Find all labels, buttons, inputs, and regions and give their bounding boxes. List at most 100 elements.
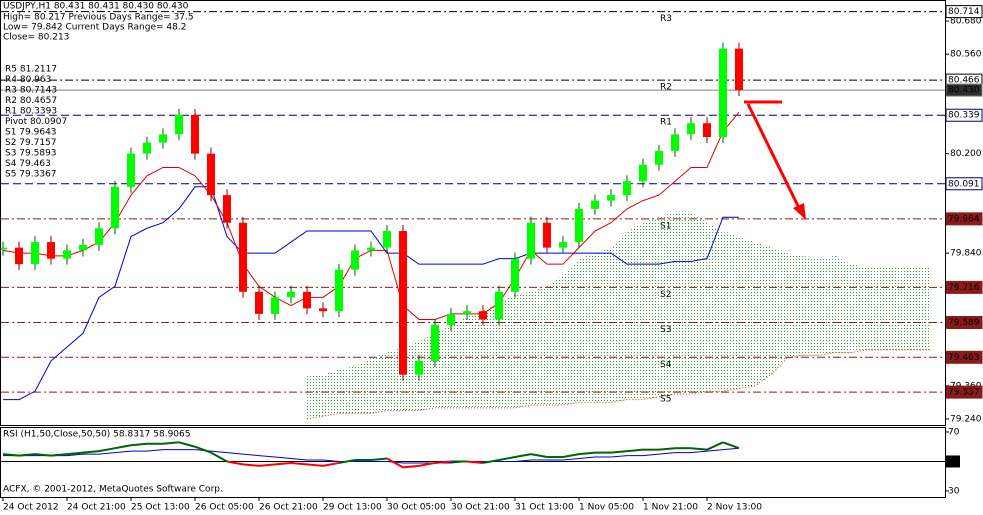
pivot-text: S2 79.7157 [5,138,57,148]
rsi-tick-label: 30 [948,486,960,496]
rsi-segment [402,464,420,469]
rsi-segment [706,441,724,451]
rsi-segment [514,453,532,459]
x-tick-label: 31 Oct 13:00 [515,503,574,513]
rsi-segment [274,461,292,466]
rsi-segment [210,451,228,463]
level-tag: S1 [660,221,671,231]
level-label: 80.714 [948,7,980,17]
pivot-text: R4 80.963 [5,75,51,85]
candle [127,153,135,187]
rsi-segment [434,460,452,464]
candle [383,231,391,248]
candle [175,114,183,135]
level-tag: S2 [660,290,671,300]
info-text: Low= 79.842 Current Days Range= 48.2 [3,23,186,33]
x-tick-label: 1 Nov 21:00 [643,503,698,513]
rsi-panel: 70 50 30 [1,427,960,496]
candle [159,134,167,143]
pivot-text: S1 79.9643 [5,128,57,138]
rsi-segment [722,441,740,450]
candle [335,269,343,312]
pivot-text: R5 81.2117 [5,65,57,75]
level-label: 80.466 [948,76,980,86]
rsi-segment [178,441,196,448]
rsi-segment [130,442,148,447]
chart-title: USDJPY,H1 80.431 80.431 80.430 80.430 [3,2,189,12]
candle [191,114,199,154]
rsi-segment [306,463,324,467]
candle [591,200,599,209]
candle [0,247,7,250]
pivot-text: Pivot 80.0907 [5,117,67,127]
candle [95,228,103,245]
candle [719,48,727,138]
pivot-text: S3 79.5893 [5,149,57,159]
candle [655,150,663,165]
level-tag: R2 [660,83,672,93]
frame [0,0,946,498]
level-label: 79.337 [948,388,980,398]
candle [223,195,231,223]
rsi-segment [578,451,596,456]
level-label: 79.589 [948,318,980,328]
level-tag: R1 [660,118,672,128]
rsi-segment [386,457,404,469]
candle [367,247,375,251]
pivot-text: R2 80.4657 [5,96,57,106]
x-tick-label: 24 Oct 2012 [3,503,59,513]
rsi-segment [114,444,132,450]
candle [287,291,295,298]
cloud [307,211,931,419]
candle [495,291,503,320]
rsi-segment [66,451,84,456]
candle [47,242,55,259]
rsi-segment [466,460,484,464]
candle [303,291,311,309]
rsi-segment [690,447,708,451]
rsi-segment [226,460,244,466]
rsi-ma-line [3,447,740,464]
info-text: Close= 80.213 [3,33,69,43]
candle [399,231,407,375]
rsi-tick-label: 50 [948,457,960,467]
candle [207,153,215,196]
rsi-segment [242,463,260,467]
candle [671,134,679,151]
x-tick-label: 30 Oct 05:00 [387,503,446,513]
level-label: 80.430 [948,86,980,96]
candle [479,311,487,320]
candle [607,195,615,201]
rsi-segment [194,445,212,454]
x-tick-label: 24 Oct 21:00 [67,503,126,513]
rsi-segment [2,453,20,457]
pivot-text: S4 79.463 [5,159,51,169]
y-tick-label: 79.240 [950,414,982,424]
copyright: ACFX, © 2001-2012, MetaQuotes Software C… [3,485,223,495]
rsi-level-box [946,455,960,468]
candle [79,244,87,251]
rsi-segment [658,447,676,451]
candle [319,308,327,312]
rsi-segment [626,448,644,453]
level-tag: S4 [660,360,672,370]
rsi-segment [338,459,356,464]
candle [623,181,631,196]
rsi-segment [562,453,580,459]
x-tick-label: 30 Oct 21:00 [451,503,510,513]
annotation-arrow [744,100,806,220]
rsi-segment [610,450,628,454]
x-tick-label: 29 Oct 13:00 [323,503,382,513]
candle [415,360,423,375]
candle [431,324,439,361]
candle [351,250,359,270]
pivot-text: S5 79.3367 [5,170,57,180]
x-tick-label: 2 Nov 13:00 [707,503,762,513]
rsi-segment [98,447,116,453]
candle [239,222,247,292]
candle [543,222,551,248]
candle [15,247,23,265]
candle [559,242,567,248]
y-tick-label: 80.680 [950,17,982,27]
